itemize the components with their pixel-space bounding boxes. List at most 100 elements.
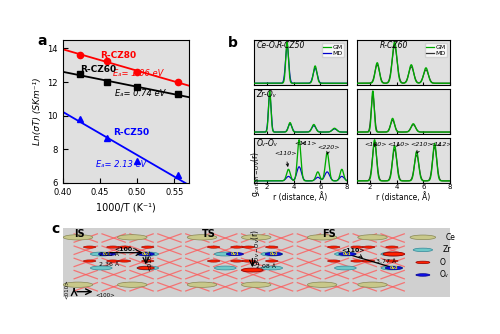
- Circle shape: [413, 248, 432, 252]
- Text: R-CZ60: R-CZ60: [80, 65, 116, 74]
- Legend: GM, MD: GM, MD: [425, 43, 447, 57]
- Circle shape: [242, 282, 271, 287]
- Text: Ov2: Ov2: [390, 266, 398, 270]
- Circle shape: [106, 260, 119, 262]
- Text: TS: TS: [202, 229, 216, 239]
- Text: <110>: <110>: [342, 248, 365, 258]
- FancyBboxPatch shape: [62, 227, 450, 297]
- Circle shape: [266, 260, 278, 262]
- Text: Ov2: Ov2: [142, 252, 150, 256]
- Circle shape: [188, 282, 216, 287]
- Circle shape: [106, 246, 119, 248]
- Text: IS: IS: [74, 229, 85, 239]
- Text: b: b: [228, 35, 237, 49]
- Circle shape: [308, 282, 337, 287]
- Text: <220>: <220>: [318, 145, 340, 154]
- Circle shape: [242, 268, 263, 272]
- Circle shape: [188, 235, 216, 240]
- Circle shape: [334, 266, 356, 270]
- Circle shape: [90, 266, 112, 270]
- Text: g$_{Ov-Ov}$(r): g$_{Ov-Ov}$(r): [250, 229, 262, 266]
- Circle shape: [334, 252, 356, 256]
- Text: O: O: [440, 258, 446, 267]
- Circle shape: [416, 274, 430, 276]
- Text: <010>: <010>: [148, 249, 153, 272]
- Text: <112>: <112>: [430, 142, 452, 147]
- Circle shape: [261, 252, 282, 256]
- Circle shape: [351, 260, 363, 262]
- Circle shape: [381, 252, 402, 256]
- Text: Oᵥ: Oᵥ: [440, 271, 448, 280]
- Circle shape: [328, 246, 340, 248]
- Text: Ov1: Ov1: [343, 252, 351, 256]
- Text: Ov1: Ov1: [230, 252, 239, 256]
- Text: 2.36 Å: 2.36 Å: [100, 262, 119, 267]
- Circle shape: [142, 260, 154, 262]
- Circle shape: [98, 253, 116, 256]
- Circle shape: [362, 260, 375, 262]
- Circle shape: [242, 260, 254, 262]
- Circle shape: [381, 266, 402, 270]
- Text: FS: FS: [322, 229, 336, 239]
- Circle shape: [214, 252, 236, 256]
- Text: Zr: Zr: [442, 245, 451, 255]
- Y-axis label: Ln(σT) (SKm⁻¹): Ln(σT) (SKm⁻¹): [32, 78, 42, 145]
- Text: g$_{cation-Ov}$(r): g$_{cation-Ov}$(r): [250, 151, 262, 197]
- Circle shape: [358, 282, 387, 287]
- Circle shape: [351, 246, 363, 248]
- Circle shape: [308, 235, 337, 240]
- Text: Zr-Oᵥ: Zr-Oᵥ: [256, 90, 276, 99]
- Text: R-CZ60: R-CZ60: [380, 41, 408, 50]
- Circle shape: [358, 235, 387, 240]
- Circle shape: [90, 252, 112, 256]
- Text: Eₐ= 1.06 eV: Eₐ= 1.06 eV: [113, 69, 164, 78]
- Text: R-CZ50: R-CZ50: [113, 128, 150, 137]
- X-axis label: r (distance, Å): r (distance, Å): [274, 192, 328, 202]
- Text: R-CZ80: R-CZ80: [100, 51, 136, 60]
- Circle shape: [226, 253, 244, 256]
- Text: <010>: <010>: [64, 279, 70, 299]
- Circle shape: [137, 252, 158, 256]
- Text: Oᵥ-Oᵥ: Oᵥ-Oᵥ: [256, 139, 278, 148]
- Text: Ov2: Ov2: [270, 252, 278, 256]
- Circle shape: [266, 246, 278, 248]
- Text: Ce-Oᵥ: Ce-Oᵥ: [256, 41, 278, 50]
- Circle shape: [339, 253, 356, 256]
- Text: R-CZ50: R-CZ50: [277, 41, 306, 50]
- Circle shape: [265, 253, 282, 256]
- Circle shape: [208, 246, 220, 248]
- Circle shape: [214, 266, 236, 270]
- Text: <100>: <100>: [364, 142, 386, 147]
- Circle shape: [410, 235, 436, 239]
- Circle shape: [142, 246, 154, 248]
- X-axis label: 1000/T (K⁻¹): 1000/T (K⁻¹): [96, 202, 156, 212]
- Circle shape: [64, 282, 92, 287]
- Text: Eₐ= 0.74 eV: Eₐ= 0.74 eV: [114, 90, 165, 99]
- Text: <110>: <110>: [387, 142, 409, 147]
- Text: <210>: <210>: [410, 142, 432, 153]
- Text: <110>: <110>: [274, 151, 297, 166]
- Circle shape: [64, 235, 92, 240]
- Text: <100>: <100>: [115, 247, 138, 252]
- Circle shape: [230, 260, 243, 262]
- Circle shape: [118, 260, 130, 262]
- Text: Ov1: Ov1: [103, 252, 112, 256]
- Circle shape: [416, 261, 430, 264]
- Text: 2.60 Å: 2.60 Å: [100, 253, 119, 258]
- Text: <100>: <100>: [96, 294, 115, 298]
- Text: c: c: [51, 222, 59, 236]
- Circle shape: [84, 260, 96, 262]
- Circle shape: [208, 260, 220, 262]
- Circle shape: [383, 252, 404, 256]
- Text: 2.08 Å: 2.08 Å: [256, 264, 276, 269]
- X-axis label: r (distance, Å): r (distance, Å): [376, 192, 430, 202]
- Circle shape: [362, 246, 375, 248]
- Legend: GM, MD: GM, MD: [322, 43, 344, 57]
- Circle shape: [118, 235, 147, 240]
- Text: Eₐ= 2.13 eV: Eₐ= 2.13 eV: [96, 160, 146, 169]
- Circle shape: [328, 260, 340, 262]
- Text: Ce: Ce: [446, 233, 455, 242]
- Circle shape: [118, 246, 130, 248]
- Text: <111>: <111>: [294, 141, 317, 146]
- Circle shape: [386, 260, 398, 262]
